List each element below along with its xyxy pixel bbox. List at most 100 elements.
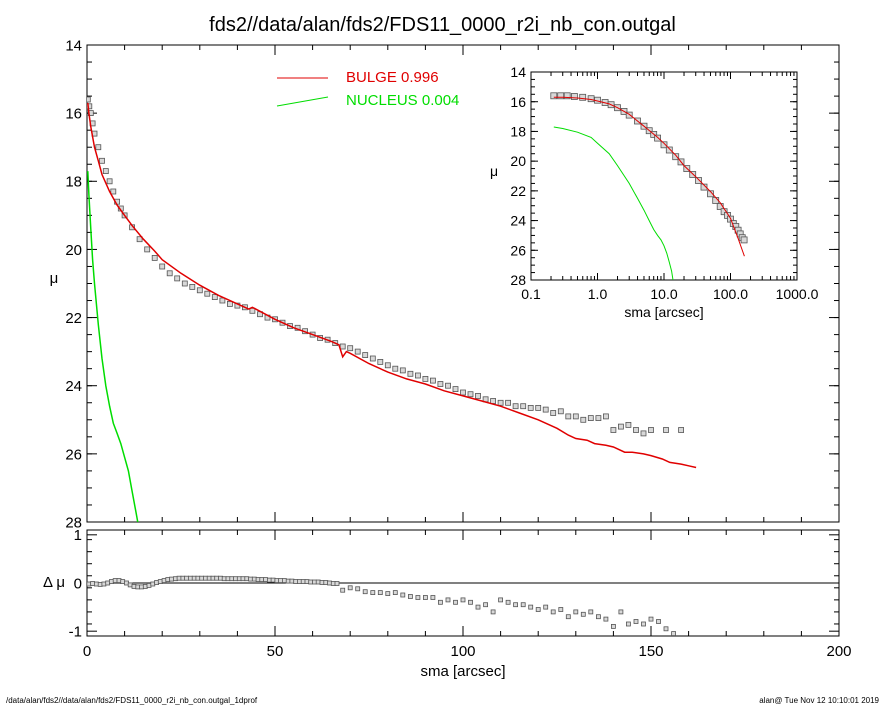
footer-timestamp: alan@ Tue Nov 12 10:10:01 2019 <box>759 696 879 705</box>
residual-point <box>289 578 295 584</box>
x-tick-label: 150 <box>638 643 663 660</box>
residual-point <box>392 590 398 595</box>
residual-point <box>377 590 383 595</box>
residual-point <box>550 609 556 615</box>
y-tick-label: 1 <box>74 527 82 544</box>
y-tick-label: 28 <box>65 514 82 531</box>
residual-point <box>244 576 250 582</box>
y-tick-label: 14 <box>65 37 82 54</box>
data-point <box>625 111 633 119</box>
x-tick-label: 10.0 <box>650 286 677 302</box>
data-point <box>672 153 680 161</box>
data-point <box>106 178 113 185</box>
footer-file-path: /data/alan/fds2//data/alan/fds2/FDS11_00… <box>6 696 258 705</box>
data-point <box>557 408 564 415</box>
data-point <box>550 410 557 416</box>
residual-point <box>415 595 421 600</box>
residual-point <box>400 592 406 598</box>
residual-point <box>535 607 541 612</box>
data-point <box>572 413 579 420</box>
data-point <box>407 370 414 377</box>
data-point <box>603 413 609 420</box>
residual-point <box>296 579 302 584</box>
data-point <box>633 427 639 433</box>
y-tick-label: 20 <box>510 153 526 169</box>
residual-point <box>131 584 137 589</box>
data-point <box>695 177 702 184</box>
residual-point <box>127 582 133 588</box>
x-tick-label: 0 <box>83 643 91 660</box>
nucleus-line <box>553 126 674 280</box>
data-point <box>196 287 203 294</box>
residual-point <box>347 585 353 591</box>
data-point <box>595 415 602 422</box>
residual-point <box>596 614 601 620</box>
x-tick-label: 0.1 <box>521 286 541 302</box>
residual-point <box>437 599 443 605</box>
residual-point <box>483 602 489 608</box>
data-point <box>189 283 196 290</box>
data-point <box>520 403 527 410</box>
data-point <box>87 96 91 103</box>
residual-point <box>626 621 631 627</box>
data-point <box>377 358 384 365</box>
residual-point <box>90 581 95 586</box>
residual-point <box>603 616 609 622</box>
data-point <box>159 263 166 270</box>
data-point <box>226 300 233 307</box>
data-point <box>102 168 109 175</box>
data-point <box>565 413 572 420</box>
residual-point <box>633 619 639 624</box>
data-point <box>640 430 647 437</box>
data-point <box>625 421 632 428</box>
residual-point <box>187 575 193 581</box>
residual-point <box>221 576 227 582</box>
y-tick-label: 18 <box>510 123 526 139</box>
residual-point <box>520 602 526 608</box>
residual-point <box>233 576 238 582</box>
residual-x-axis-label: sma [arcsec] <box>420 663 505 680</box>
y-tick-label: 18 <box>65 174 82 191</box>
data-point <box>219 297 226 304</box>
data-point <box>445 382 451 389</box>
data-point <box>204 290 211 297</box>
legend-bulge-label: BULGE 0.996 <box>346 69 439 86</box>
residual-point <box>157 579 163 584</box>
y-tick-label: 26 <box>510 242 526 258</box>
y-tick-label: 26 <box>65 446 82 463</box>
x-tick-label: 100 <box>450 643 475 660</box>
data-point <box>550 92 558 100</box>
residual-point <box>150 581 156 587</box>
residual-point <box>407 594 413 599</box>
residual-point <box>656 619 661 624</box>
data-point <box>475 392 481 399</box>
residual-point <box>498 597 504 603</box>
residual-point <box>453 599 458 605</box>
data-point <box>362 352 369 359</box>
y-tick-label: 0 <box>74 575 82 592</box>
residual-point <box>334 581 340 586</box>
residual-point <box>588 609 594 615</box>
bulge-line <box>87 102 697 469</box>
residual-point <box>580 611 586 617</box>
residual-point <box>362 589 368 595</box>
residual-point <box>422 595 428 600</box>
data-point <box>166 270 173 277</box>
x-tick-label: 50 <box>267 643 284 660</box>
data-point <box>535 404 542 411</box>
data-point <box>429 377 436 384</box>
data-point <box>557 92 565 100</box>
data-point <box>579 93 587 101</box>
residual-point <box>340 587 346 593</box>
residual-point <box>370 590 376 595</box>
legend-nucleus-label: NUCLEUS 0.004 <box>346 92 459 109</box>
y-tick-label: 22 <box>65 310 82 327</box>
residual-point <box>146 583 152 588</box>
data-point <box>610 427 617 433</box>
residual-point <box>225 576 231 582</box>
residual-point <box>281 578 287 583</box>
data-point <box>542 406 549 413</box>
data-point <box>527 404 534 411</box>
residual-point <box>355 586 361 592</box>
